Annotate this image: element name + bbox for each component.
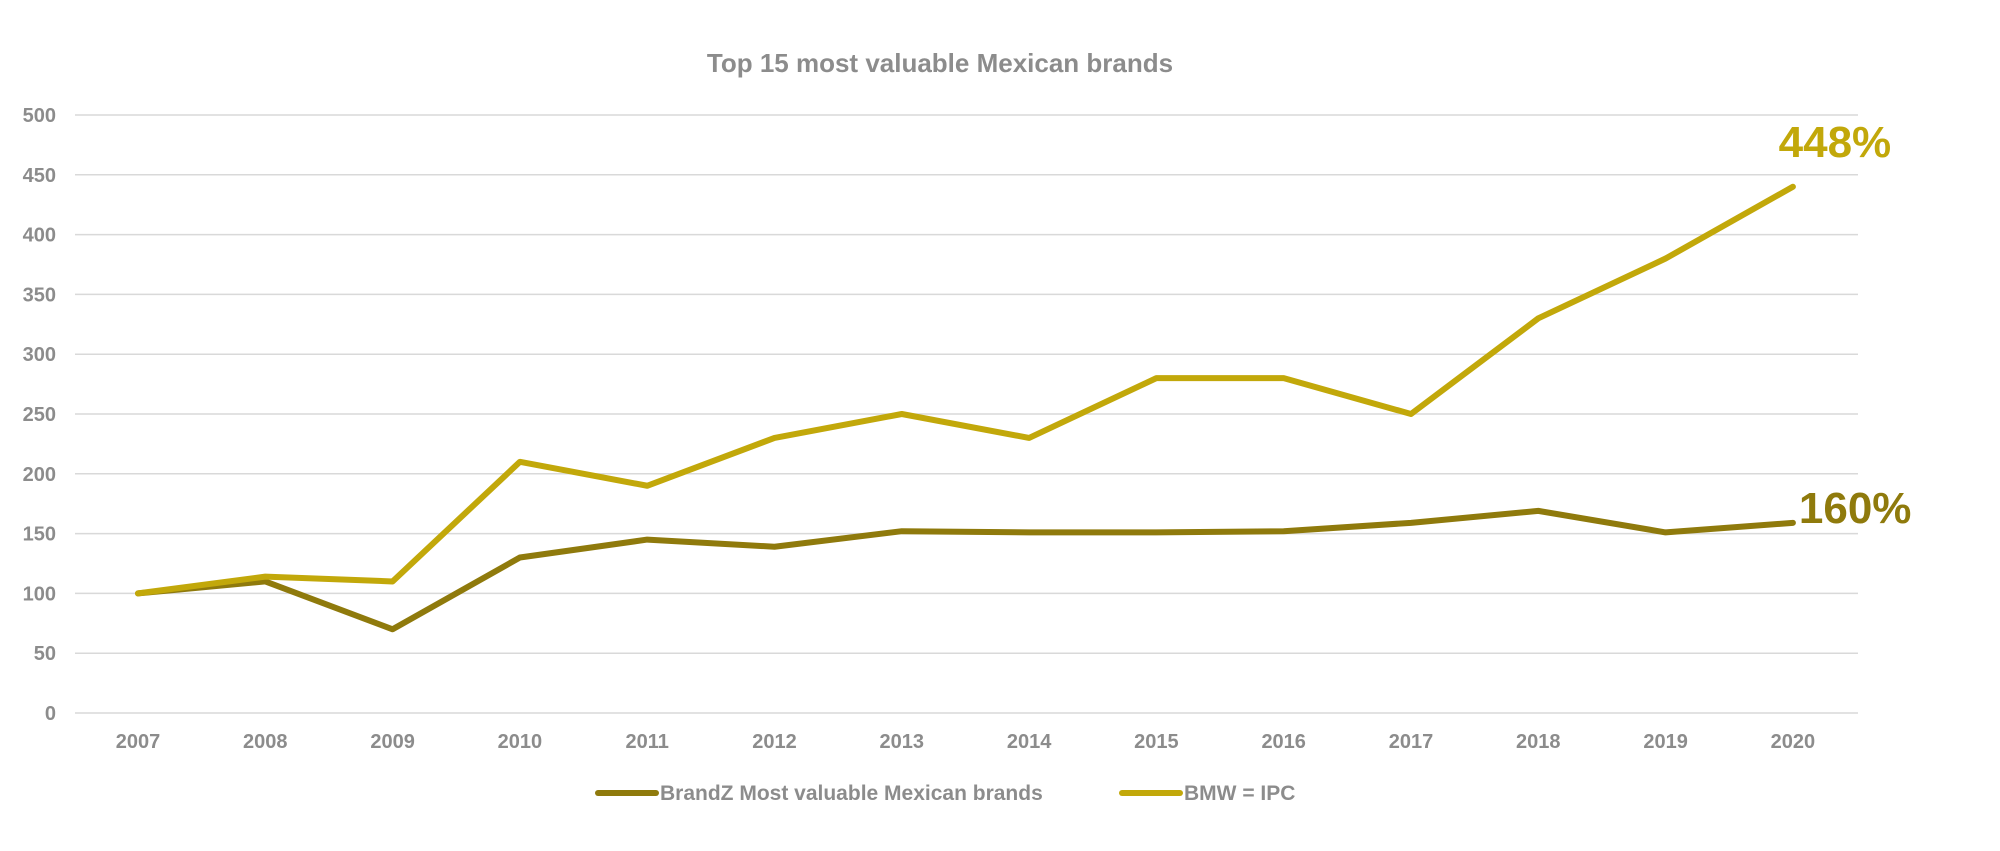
- x-tick-label: 2014: [1007, 731, 1052, 753]
- x-tick-label: 2007: [116, 731, 161, 753]
- x-tick-label: 2013: [880, 731, 925, 753]
- y-tick-label: 0: [45, 703, 56, 725]
- x-tick-label: 2008: [243, 731, 288, 753]
- series-line-0: [135, 507, 1796, 633]
- x-tick-label: 2011: [626, 731, 669, 753]
- x-tick-label: 2016: [1261, 731, 1306, 753]
- end-labels: 160% 448%: [1779, 118, 1912, 533]
- end-label-1: 448%: [1779, 118, 1892, 167]
- x-tick-label: 2015: [1134, 731, 1179, 753]
- y-tick-label: 350: [23, 284, 56, 306]
- x-tick-label: 2018: [1516, 731, 1561, 753]
- x-tick-label: 2009: [370, 731, 415, 753]
- series-lines: [135, 183, 1796, 633]
- gridlines: [75, 114, 1858, 714]
- y-axis-ticks: 0 50 100 150 200 250 300 350 400 450 500: [23, 105, 56, 725]
- legend-label-1: BMW = IPC: [1184, 782, 1295, 805]
- x-axis-ticks: 2007 2008 2009 2010 2011 2012 2013 2014 2015 2016…: [116, 731, 1815, 753]
- y-tick-label: 200: [23, 464, 56, 486]
- x-tick-label: 2017: [1389, 731, 1434, 753]
- x-tick-label: 2019: [1643, 731, 1688, 753]
- legend: BrandZ Most valuable Mexican brands BMW =…: [595, 782, 1295, 805]
- end-label-0: 160%: [1799, 484, 1912, 533]
- y-tick-label: 500: [23, 105, 56, 127]
- x-tick-label: 2010: [498, 731, 543, 753]
- y-tick-label: 100: [23, 583, 56, 605]
- y-tick-label: 300: [23, 344, 56, 366]
- chart-title: Top 15 most valuable Mexican brands: [707, 48, 1173, 78]
- legend-label-0: BrandZ Most valuable Mexican brands: [660, 782, 1043, 805]
- y-tick-label: 400: [23, 225, 56, 247]
- series-line-1: [135, 183, 1796, 597]
- y-tick-label: 50: [34, 643, 56, 665]
- x-tick-label: 2012: [752, 731, 797, 753]
- y-tick-label: 250: [23, 404, 56, 426]
- y-tick-label: 450: [23, 165, 56, 187]
- x-tick-label: 2020: [1771, 731, 1816, 753]
- y-tick-label: 150: [23, 524, 56, 546]
